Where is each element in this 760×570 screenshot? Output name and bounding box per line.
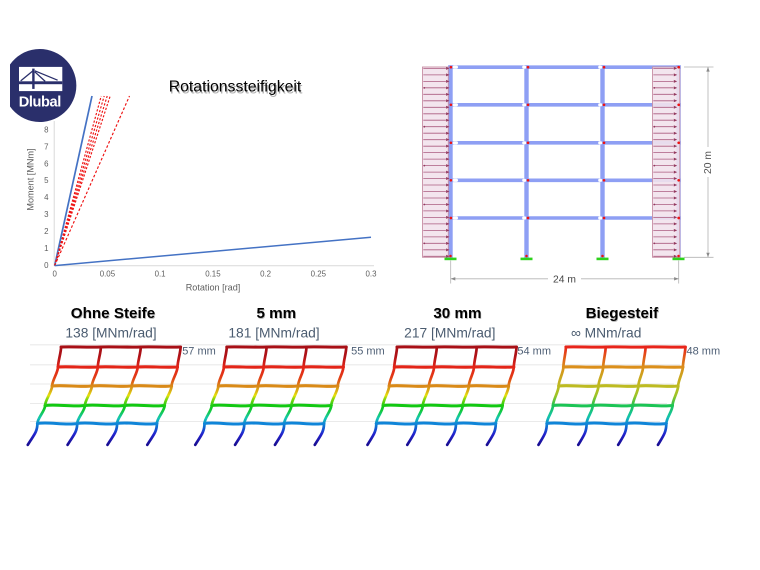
svg-text:4: 4 [44,193,49,202]
svg-text:Moment [MNm]: Moment [MNm] [26,148,36,210]
svg-text:Rotationssteifigkeit: Rotationssteifigkeit [170,80,303,97]
svg-text:30 mm: 30 mm [433,305,481,322]
svg-text:Rotationssteifigkeit: Rotationssteifigkeit [169,79,302,96]
svg-text:181 [MNm/rad]: 181 [MNm/rad] [228,325,319,340]
svg-text:55 mm: 55 mm [351,346,385,358]
svg-text:0.3: 0.3 [366,269,378,278]
svg-text:24 m: 24 m [553,274,576,285]
svg-text:1: 1 [44,244,48,253]
svg-text:138 [MNm/rad]: 138 [MNm/rad] [65,325,156,340]
svg-text:0.15: 0.15 [205,269,221,278]
svg-text:Biegesteif: Biegesteif [586,305,660,322]
svg-text:Biegesteif: Biegesteif [586,306,660,323]
svg-text:7: 7 [44,142,48,151]
svg-text:3: 3 [44,210,49,219]
svg-text:5: 5 [44,176,49,185]
svg-text:Ohne Steife: Ohne Steife [71,305,155,322]
svg-text:20 m: 20 m [703,151,714,174]
svg-text:Dlubal: Dlubal [19,94,62,110]
svg-text:0.05: 0.05 [100,269,116,278]
svg-text:0.25: 0.25 [311,269,327,278]
svg-text:6: 6 [44,159,49,168]
svg-text:∞ MNm/rad: ∞ MNm/rad [571,325,641,340]
svg-text:54 mm: 54 mm [517,346,551,358]
svg-text:5 mm: 5 mm [256,305,296,322]
svg-text:5 mm: 5 mm [257,306,297,323]
svg-text:2: 2 [44,227,48,236]
svg-text:57 mm: 57 mm [182,346,216,358]
svg-text:0.2: 0.2 [260,269,271,278]
svg-text:8: 8 [44,125,49,134]
svg-text:0: 0 [44,261,49,270]
svg-text:0.1: 0.1 [155,269,166,278]
svg-text:0: 0 [53,269,58,278]
svg-text:Ohne Steife: Ohne Steife [71,306,155,323]
svg-text:217 [MNm/rad]: 217 [MNm/rad] [404,325,495,340]
svg-text:Rotation [rad]: Rotation [rad] [186,282,241,292]
svg-text:48 mm: 48 mm [686,346,720,358]
svg-text:30 mm: 30 mm [434,306,482,323]
